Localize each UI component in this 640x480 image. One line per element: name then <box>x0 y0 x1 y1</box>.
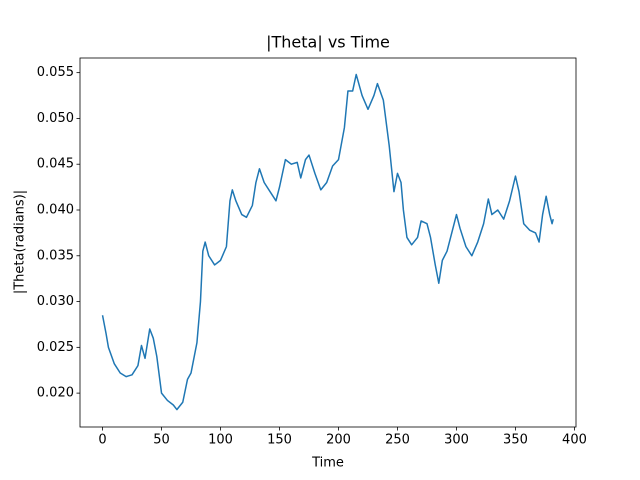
y-tick-label: 0.025 <box>37 340 74 355</box>
y-tick-label: 0.035 <box>37 248 74 263</box>
x-tick-label: 150 <box>267 433 292 448</box>
x-tick-label: 100 <box>208 433 233 448</box>
x-axis-label: Time <box>311 456 344 471</box>
y-axis-label: |Theta(radians)| <box>13 190 28 294</box>
x-tick-label: 0 <box>98 433 106 448</box>
y-tick-label: 0.055 <box>37 65 74 80</box>
x-tick-label: 400 <box>562 433 587 448</box>
plot-frame <box>79 57 577 428</box>
x-tick-label: 50 <box>153 433 170 448</box>
y-tick-label: 0.050 <box>37 111 74 126</box>
x-tick-label: 250 <box>385 433 410 448</box>
x-tick-label: 350 <box>503 433 528 448</box>
y-tick-label: 0.040 <box>37 202 74 217</box>
x-tick-label: 200 <box>326 433 351 448</box>
x-tick-label: 300 <box>444 433 469 448</box>
y-tick-label: 0.020 <box>37 386 74 401</box>
data-line <box>101 73 554 411</box>
chart-title: |Theta| vs Time <box>266 33 390 52</box>
y-tick-label: 0.030 <box>37 294 74 309</box>
y-tick-label: 0.045 <box>37 157 74 172</box>
